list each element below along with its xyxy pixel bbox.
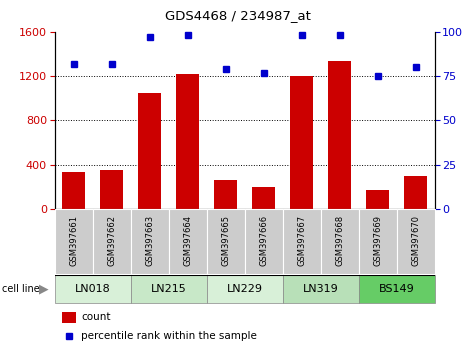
Bar [62,312,76,323]
Text: cell line: cell line [2,284,40,294]
Bar [100,170,123,209]
Bar [283,209,321,274]
Text: percentile rank within the sample: percentile rank within the sample [81,331,257,341]
Bar [359,209,397,274]
Text: GSM397663: GSM397663 [145,215,154,266]
Text: GSM397666: GSM397666 [259,215,268,266]
Bar [397,209,435,274]
Text: GSM397667: GSM397667 [297,215,306,266]
Bar [207,275,283,303]
Bar [207,209,245,274]
Text: LN018: LN018 [75,284,111,294]
Bar [404,176,427,209]
Bar [321,209,359,274]
Bar [131,275,207,303]
Text: ▶: ▶ [39,282,48,295]
Bar [55,275,131,303]
Bar [131,209,169,274]
Bar [138,93,161,209]
Bar [214,179,237,209]
Text: GDS4468 / 234987_at: GDS4468 / 234987_at [164,9,311,22]
Bar [290,75,313,209]
Text: GSM397661: GSM397661 [69,215,78,266]
Text: BS149: BS149 [379,284,415,294]
Bar [62,172,85,209]
Bar [245,209,283,274]
Bar [366,189,389,209]
Text: GSM397668: GSM397668 [335,215,344,266]
Bar [55,209,93,274]
Bar [169,209,207,274]
Text: LN229: LN229 [227,284,263,294]
Bar [328,61,351,209]
Text: LN319: LN319 [303,284,339,294]
Text: GSM397664: GSM397664 [183,215,192,266]
Bar [283,275,359,303]
Text: GSM397669: GSM397669 [373,215,382,266]
Text: GSM397670: GSM397670 [411,215,420,266]
Text: GSM397662: GSM397662 [107,215,116,266]
Bar [252,187,275,209]
Text: LN215: LN215 [151,284,187,294]
Text: GSM397665: GSM397665 [221,215,230,266]
Text: count: count [81,312,111,322]
Bar [359,275,435,303]
Bar [176,74,199,209]
Bar [93,209,131,274]
